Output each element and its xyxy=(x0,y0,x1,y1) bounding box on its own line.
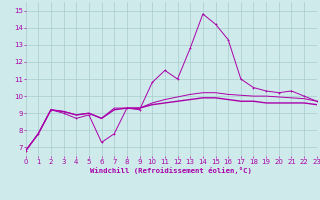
X-axis label: Windchill (Refroidissement éolien,°C): Windchill (Refroidissement éolien,°C) xyxy=(90,167,252,174)
